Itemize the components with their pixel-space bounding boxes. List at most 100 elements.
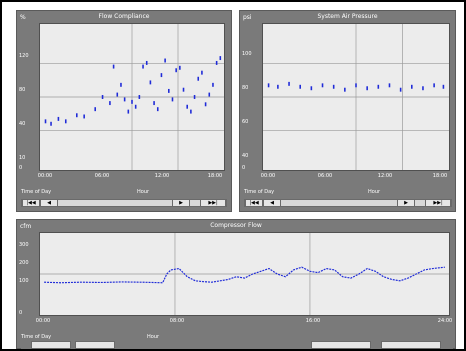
system-air-pressure-panel: System Air Pressure psi 100 80 60 40 0 0… [239, 10, 456, 212]
data-point [377, 84, 380, 89]
data-point [57, 116, 60, 121]
toolbar-button-1[interactable] [31, 341, 71, 349]
data-point [219, 56, 222, 61]
y-unit: % [20, 14, 26, 21]
data-point [116, 92, 119, 97]
data-point [109, 101, 111, 106]
y-tick: 80 [19, 87, 26, 93]
data-point [277, 84, 279, 89]
x-caption: Time of Day [244, 189, 275, 195]
data-point [175, 68, 177, 73]
data-point [208, 92, 211, 97]
y-tick: 40 [19, 121, 26, 127]
data-point [366, 86, 368, 91]
data-point [197, 76, 200, 81]
data-point [310, 86, 313, 91]
x-tick: 06:00 [317, 173, 333, 179]
data-point [171, 97, 174, 102]
y-tick: 100 [19, 278, 29, 284]
data-point [134, 104, 137, 109]
data-point [83, 114, 85, 119]
y-tick: 0 [19, 310, 23, 316]
y-tick: 0 [242, 165, 246, 171]
toolbar-button-2[interactable] [75, 341, 115, 349]
x-tick: 00:00 [260, 173, 276, 179]
x-tick: 12:00 [154, 173, 170, 179]
next-button[interactable]: ▶ [397, 199, 415, 207]
data-point [168, 88, 170, 93]
data-point [193, 95, 196, 99]
prev-button[interactable]: ◀ [40, 199, 58, 207]
bottom-toolbar [21, 341, 453, 349]
toolbar-button-4[interactable] [381, 341, 441, 349]
x-tick: 08:00 [169, 318, 185, 324]
data-point [127, 109, 130, 114]
scroll-navbar: |◀◀ ◀ ▶ ▶▶| [244, 199, 452, 207]
data-point [101, 95, 104, 99]
data-point [64, 119, 67, 124]
series-line [44, 266, 445, 284]
data-point [149, 80, 152, 85]
y-tick: 300 [19, 242, 29, 248]
x-caption-unit: Hour [147, 334, 160, 340]
y-tick: 200 [19, 260, 29, 266]
system-air-pressure-plot[interactable] [262, 23, 450, 171]
x-tick: 00:00 [37, 173, 53, 179]
data-point [190, 109, 192, 114]
data-point [145, 60, 148, 65]
data-point [164, 58, 166, 63]
flow-compliance-panel: Flow Compliance % 120 80 40 10 0 00:00 0… [16, 10, 232, 212]
next-button[interactable]: ▶ [172, 199, 190, 207]
compressor-flow-plot[interactable] [39, 232, 450, 316]
x-tick: 18:00 [432, 173, 448, 179]
data-point [411, 84, 413, 89]
compressor-flow-panel: Compressor Flow cfm 300 200 100 0 00:00 … [16, 219, 456, 349]
data-point [433, 83, 435, 88]
data-point [123, 97, 126, 102]
data-point [182, 87, 185, 92]
y-tick: 60 [242, 119, 249, 125]
panel-title: System Air Pressure [317, 13, 378, 20]
flow-compliance-plot[interactable] [39, 23, 225, 171]
x-tick: 00:00 [35, 318, 51, 324]
x-tick: 12:00 [377, 173, 393, 179]
data-point [355, 83, 357, 88]
x-caption: Time of Day [21, 334, 52, 340]
last-button[interactable]: ▶▶| [425, 199, 451, 207]
y-tick: 120 [19, 53, 29, 59]
data-point [267, 83, 270, 88]
scroll-navbar: |◀◀ ◀ ▶ ▶▶| [21, 199, 227, 207]
first-button[interactable]: |◀◀ [22, 199, 40, 207]
panel-title: Flow Compliance [98, 13, 150, 20]
y-unit: psi [243, 14, 252, 21]
first-button[interactable]: |◀◀ [245, 199, 263, 207]
last-button[interactable]: ▶▶| [200, 199, 226, 207]
data-point [120, 82, 122, 87]
data-point [299, 84, 301, 89]
data-point [50, 121, 52, 126]
data-point [153, 101, 155, 106]
toolbar-button-3[interactable] [311, 341, 371, 349]
x-tick: 06:00 [94, 173, 110, 179]
y-unit: cfm [20, 223, 32, 230]
y-tick: 10 [19, 155, 26, 161]
data-point [94, 107, 96, 112]
data-point [186, 104, 188, 109]
data-point [422, 86, 424, 91]
data-point [138, 95, 141, 99]
data-point [215, 60, 218, 65]
data-point [344, 87, 346, 92]
data-point [112, 64, 115, 69]
y-tick: 0 [19, 165, 23, 171]
data-point [44, 119, 47, 124]
data-point [131, 99, 133, 104]
data-point [321, 83, 324, 88]
data-point [160, 73, 163, 78]
prev-button[interactable]: ◀ [263, 199, 281, 207]
x-caption: Time of Day [21, 189, 52, 195]
data-point [212, 82, 214, 87]
data-point [142, 64, 144, 69]
x-caption-unit: Hour [368, 189, 381, 195]
data-point [156, 107, 159, 112]
